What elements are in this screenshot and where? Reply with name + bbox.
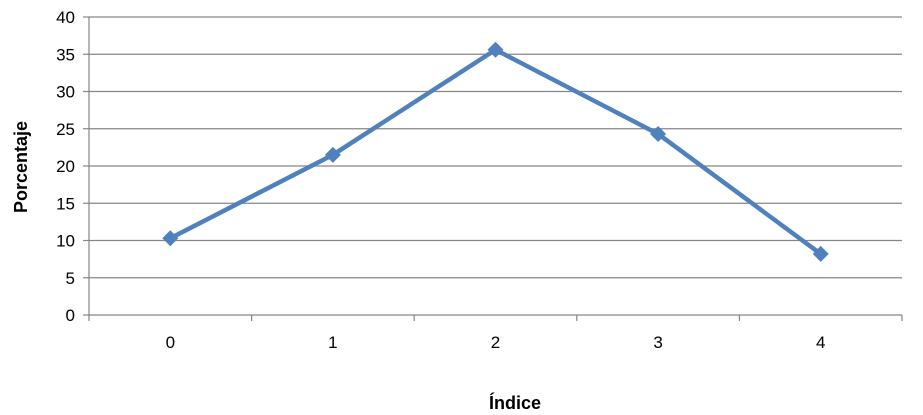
data-point-marker (650, 125, 667, 142)
y-tick-label: 25 (56, 120, 75, 139)
y-tick-label: 10 (56, 232, 75, 251)
axes (83, 16, 903, 321)
y-tick-label: 5 (66, 269, 75, 288)
x-tick-label: 1 (328, 333, 337, 352)
y-axis-title: Porcentaje (11, 121, 31, 213)
series-group (162, 41, 829, 262)
data-point-marker (487, 41, 504, 58)
x-tick-label: 0 (166, 333, 175, 352)
gridlines (89, 16, 902, 279)
y-tick-label: 20 (56, 157, 75, 176)
x-axis-title: Índice (489, 392, 541, 413)
x-tick-labels: 0 1 2 3 4 (166, 333, 826, 352)
series-line (169, 47, 823, 256)
y-tick-label: 30 (56, 83, 75, 102)
data-point-marker (162, 230, 179, 247)
x-tick-label: 4 (816, 333, 825, 352)
x-tick-label: 2 (491, 333, 500, 352)
y-tick-label: 35 (56, 45, 75, 64)
y-tick-label: 40 (56, 8, 75, 27)
y-tick-labels: 0 5 10 15 20 25 30 35 40 (56, 8, 75, 325)
y-tick-label: 15 (56, 194, 75, 213)
data-point-marker (812, 245, 829, 262)
y-tick-label: 0 (66, 306, 75, 325)
x-tick-label: 3 (653, 333, 662, 352)
data-point-marker (324, 146, 341, 163)
